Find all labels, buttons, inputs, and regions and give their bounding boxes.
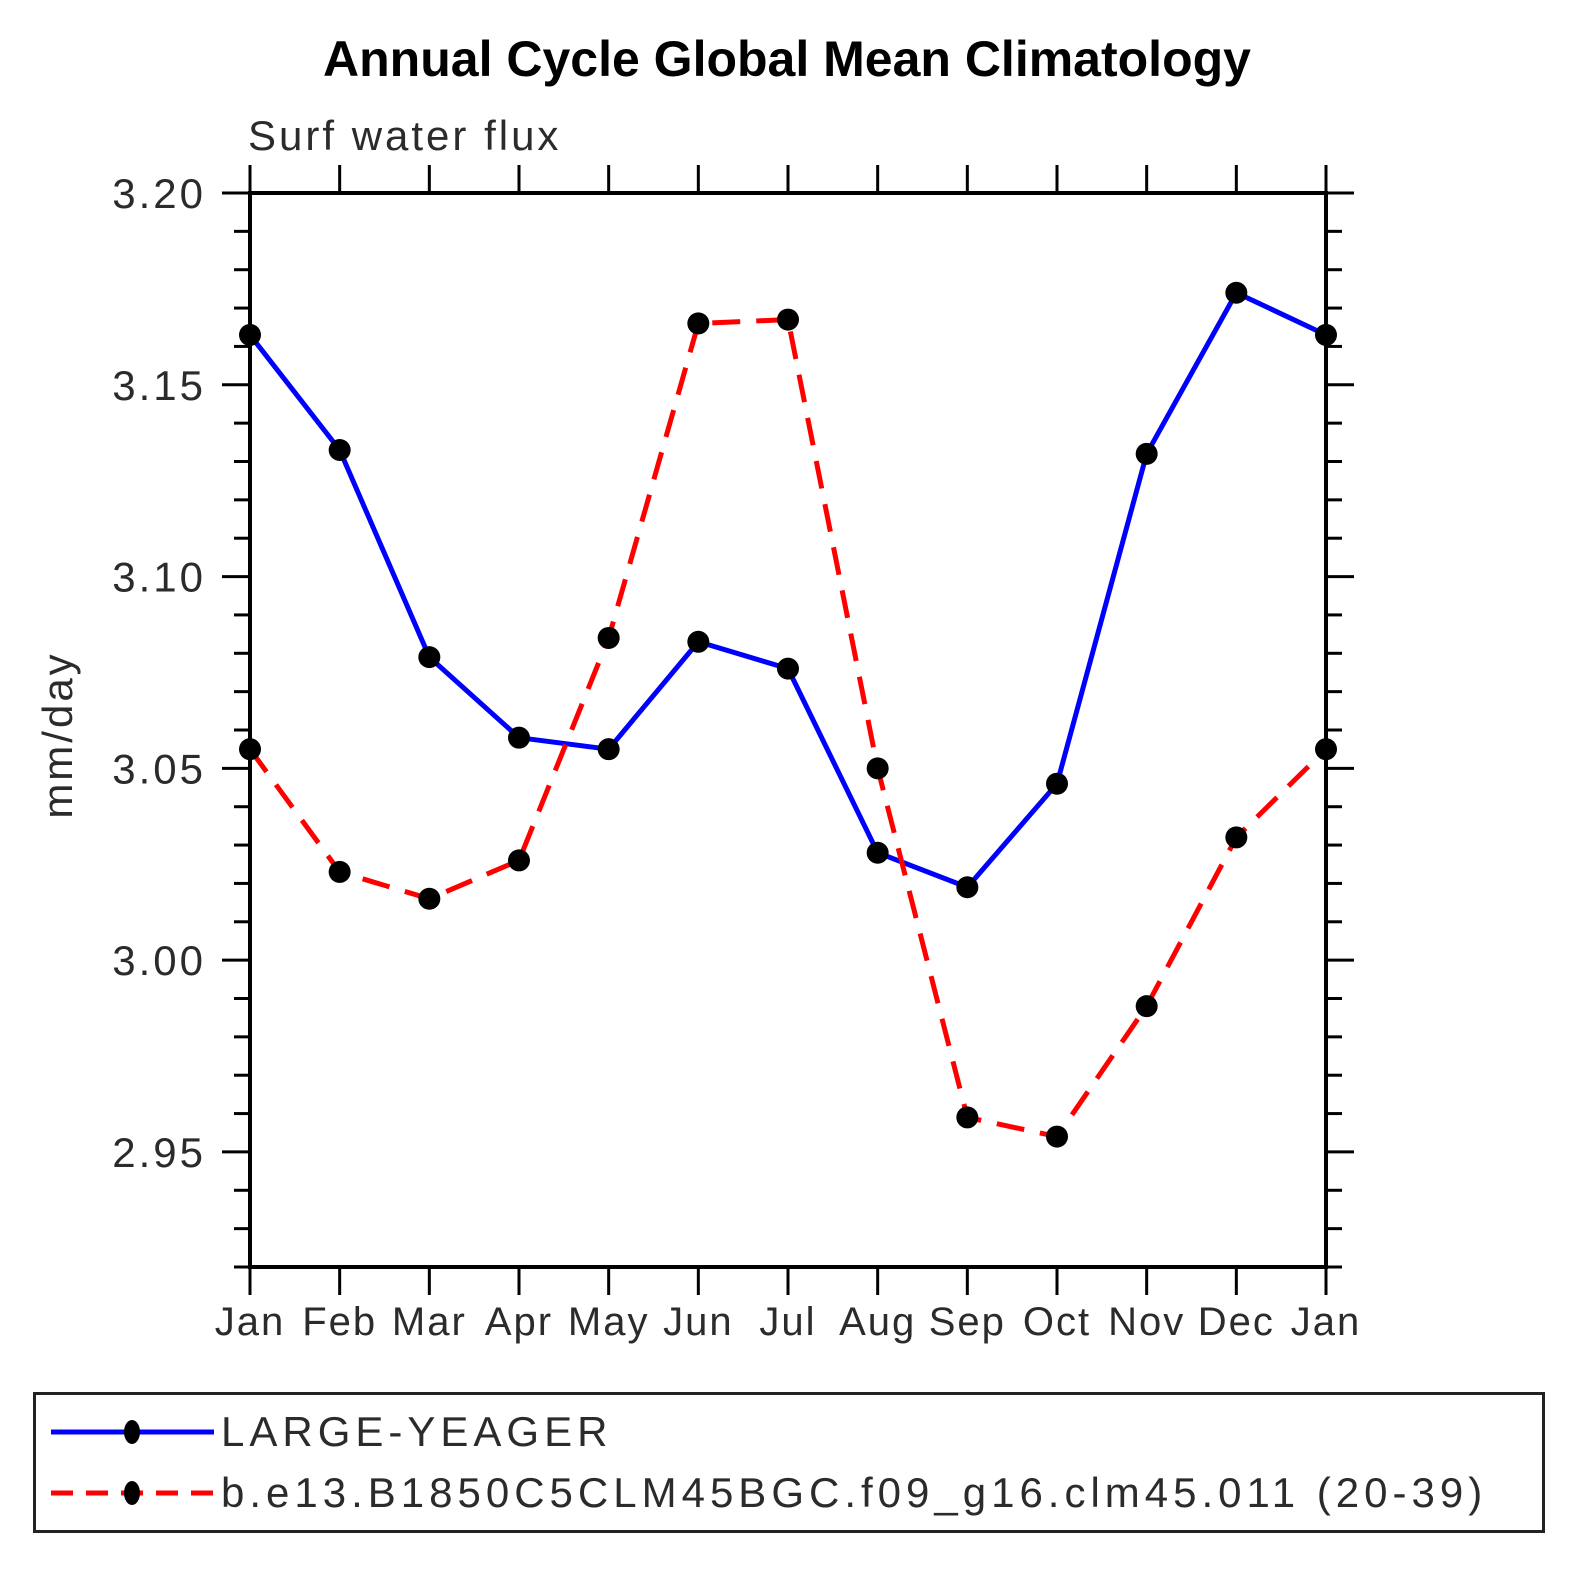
svg-text:3.20: 3.20 (112, 170, 206, 217)
svg-text:3.05: 3.05 (112, 745, 206, 792)
legend-box: LARGE-YEAGER b.e13.B1850C5CLM45BGC.f09_g… (33, 1392, 1545, 1533)
svg-text:Nov: Nov (1108, 1300, 1185, 1344)
legend-label: LARGE-YEAGER (221, 1408, 613, 1455)
chart-subtitle: Surf water flux (248, 112, 562, 159)
svg-text:Feb: Feb (302, 1300, 377, 1344)
svg-text:3.00: 3.00 (112, 937, 206, 984)
svg-text:Apr: Apr (485, 1300, 553, 1344)
svg-text:Jun: Jun (663, 1300, 734, 1344)
legend-label: b.e13.B1850C5CLM45BGC.f09_g16.clm45.011 … (221, 1469, 1488, 1516)
chart-title: Annual Cycle Global Mean Climatology (323, 31, 1251, 87)
legend-solid-line-icon (51, 1420, 214, 1444)
svg-text:Aug: Aug (839, 1300, 916, 1344)
svg-text:Mar: Mar (392, 1300, 467, 1344)
svg-text:Jan: Jan (215, 1300, 286, 1344)
legend-item-large-yeager: LARGE-YEAGER (46, 1408, 1542, 1456)
svg-text:Dec: Dec (1198, 1300, 1275, 1344)
svg-text:3.10: 3.10 (112, 554, 206, 601)
svg-text:Jul: Jul (759, 1300, 816, 1344)
svg-text:3.15: 3.15 (112, 362, 206, 409)
svg-text:May: May (568, 1300, 650, 1344)
svg-text:Sep: Sep (929, 1300, 1006, 1344)
legend-item-model-run: b.e13.B1850C5CLM45BGC.f09_g16.clm45.011 … (46, 1469, 1542, 1517)
svg-text:2.95: 2.95 (112, 1129, 206, 1176)
svg-text:Jan: Jan (1291, 1300, 1362, 1344)
svg-text:Oct: Oct (1023, 1300, 1091, 1344)
legend-dashed-line-icon (51, 1481, 214, 1505)
